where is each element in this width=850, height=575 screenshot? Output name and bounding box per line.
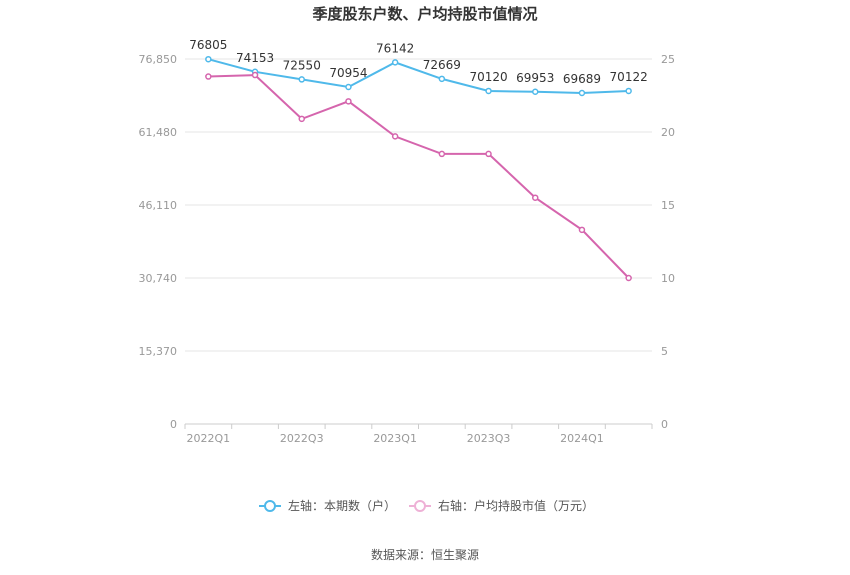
y-right-tick-label: 5 — [661, 345, 668, 358]
y-left-tick-label: 30,740 — [139, 272, 178, 285]
y-right-tick-label: 10 — [661, 272, 675, 285]
data-label: 70120 — [469, 70, 507, 84]
data-point — [578, 226, 586, 234]
data-label: 70954 — [329, 66, 367, 80]
y-left-tick-label: 0 — [170, 418, 177, 431]
data-point — [391, 59, 399, 66]
x-tick-label: 2023Q3 — [467, 432, 511, 445]
grid — [185, 58, 652, 352]
data-label: 72669 — [423, 58, 461, 72]
legend-circle-icon — [264, 500, 276, 512]
data-point — [298, 76, 305, 83]
data-point — [391, 133, 399, 140]
series-line-right — [208, 74, 630, 279]
y-left-tick-label: 46,110 — [139, 199, 178, 212]
x-tick-label: 2024Q1 — [560, 432, 604, 445]
data-point — [298, 115, 305, 123]
legend-item-left[interactable]: 左轴：本期数（户） — [259, 498, 396, 513]
x-tick-label: 2022Q3 — [280, 432, 324, 445]
data-label: 76142 — [376, 41, 414, 55]
legend-item-right[interactable]: 右轴：户均持股市值（万元） — [409, 498, 594, 513]
y-right-tick-label: 25 — [661, 53, 675, 66]
data-point — [485, 87, 492, 95]
y-left-tick-label: 61,480 — [139, 126, 178, 139]
data-point — [485, 150, 492, 158]
x-tick-label: 2023Q1 — [373, 432, 417, 445]
data-point — [578, 89, 586, 97]
data-label: 69689 — [563, 72, 601, 86]
legend[interactable]: 左轴：本期数（户） 右轴：户均持股市值（万元） — [259, 498, 594, 513]
data-point — [345, 98, 352, 105]
legend-label-right: 右轴：户均持股市值（万元） — [438, 498, 594, 513]
source-text: 数据来源：恒生聚源 — [371, 547, 479, 562]
data-point — [438, 150, 446, 158]
y-right-tick-label: 0 — [661, 418, 668, 431]
series-line-left — [208, 58, 629, 95]
data-label: 72550 — [283, 58, 321, 72]
y-left-tick-label: 76,850 — [139, 53, 178, 66]
data-label: 74153 — [236, 51, 274, 65]
legend-circle-icon — [414, 500, 426, 512]
data-label: 70122 — [610, 70, 648, 84]
series-lines — [205, 55, 632, 282]
y-right-tick-label: 20 — [661, 126, 675, 139]
y-left-tick-label: 15,370 — [139, 345, 178, 358]
data-point — [345, 83, 352, 91]
axes: 0 0 15,370 5 30,740 10 46,110 15 61,480 20 76,850 2… — [139, 53, 676, 445]
data-point — [532, 88, 539, 96]
data-label: 76805 — [189, 38, 227, 52]
legend-label-left: 左轴：本期数（户） — [288, 498, 396, 513]
data-point — [438, 75, 446, 83]
data-point — [532, 194, 539, 201]
data-point — [205, 73, 212, 80]
data-labels: 76805 74153 72550 70954 76142 72669 70120 69953… — [189, 38, 647, 86]
x-tick-label: 2022Q1 — [187, 432, 231, 445]
data-point — [625, 274, 632, 282]
data-label: 69953 — [516, 71, 554, 85]
data-point — [625, 87, 632, 95]
y-right-tick-label: 15 — [661, 199, 675, 212]
data-point — [205, 55, 212, 63]
chart-title: 季度股东户数、户均持股市值情况 — [312, 5, 537, 23]
data-point — [251, 71, 259, 79]
